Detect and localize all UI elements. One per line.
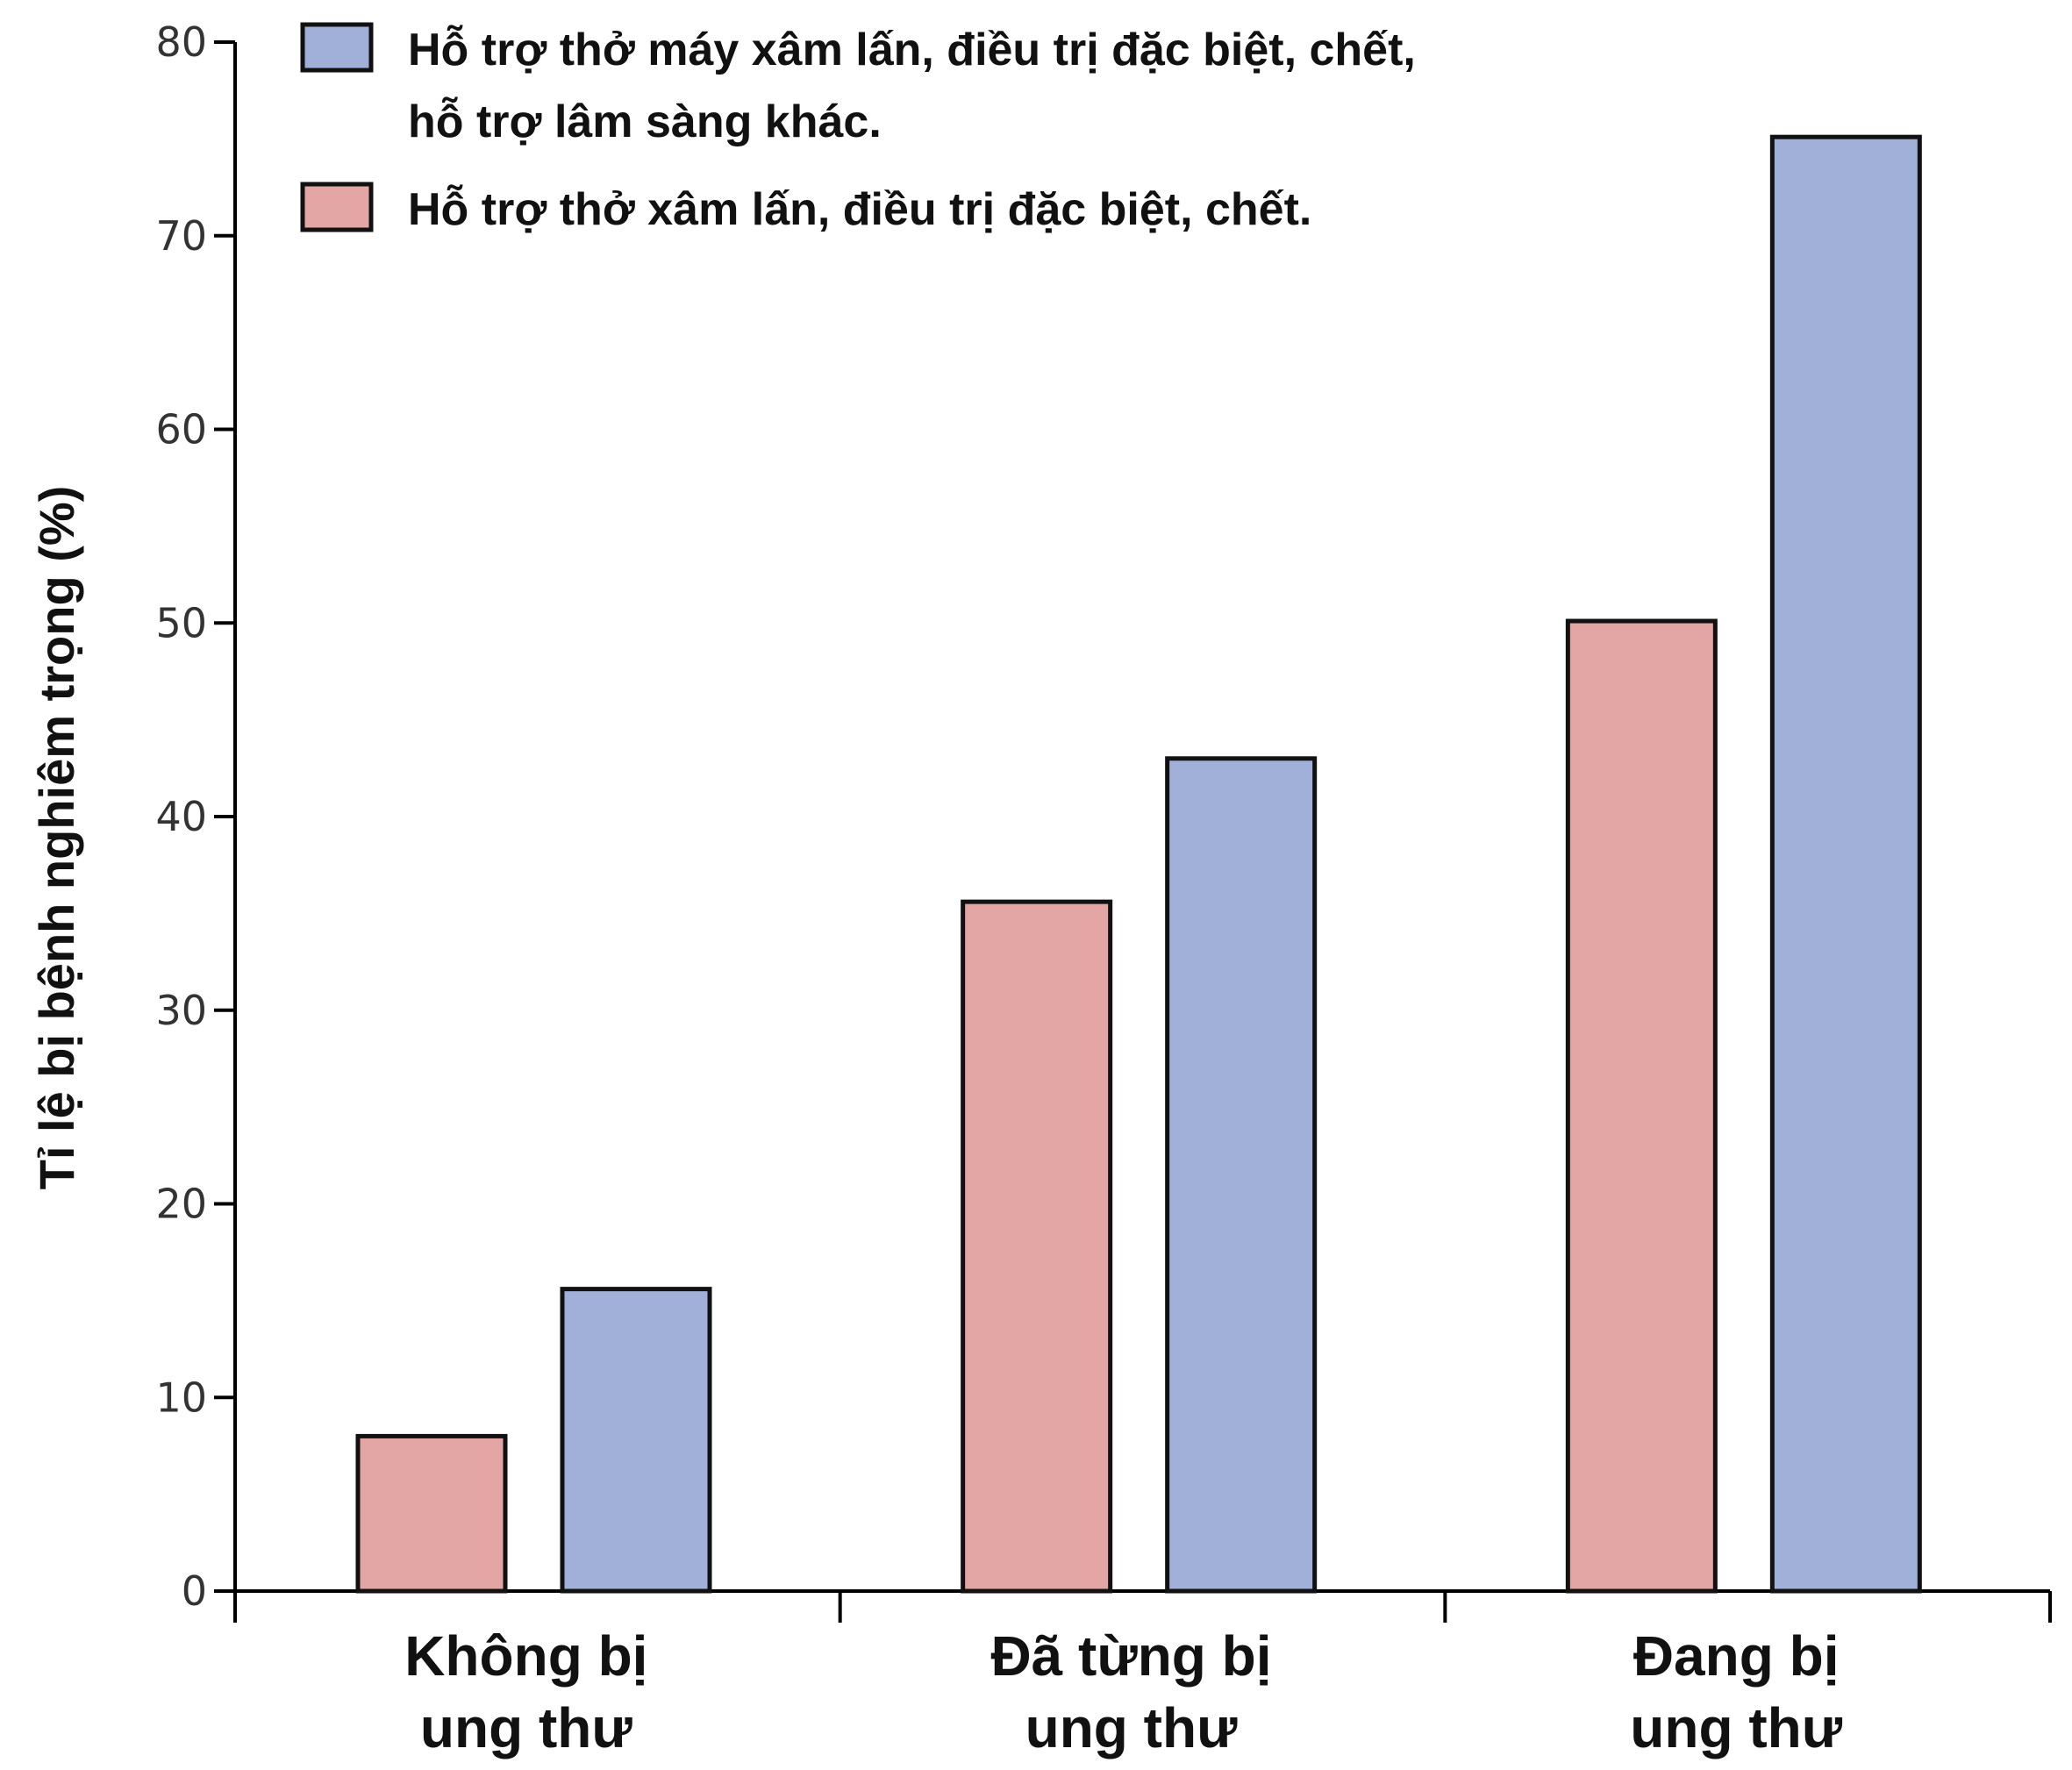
bars	[355, 134, 1922, 1594]
y-tick-label: 80	[155, 18, 207, 66]
x-tick-label: ung thư	[1025, 1696, 1238, 1759]
y-axis: 0 10 20 30 40 50 60 70 80	[155, 18, 237, 1615]
y-tick-label: 30	[155, 987, 207, 1034]
y-tick-label: 20	[155, 1181, 207, 1228]
bar-series-1-category-3	[1565, 618, 1718, 1594]
y-tick-label: 50	[155, 599, 207, 646]
legend-swatch	[300, 22, 374, 73]
bar-series-1-category-2	[961, 899, 1113, 1594]
x-tick-label: Đã từng bị	[990, 1624, 1271, 1688]
y-tick-label: 0	[182, 1567, 207, 1615]
x-tick-label: Đang bị	[1633, 1624, 1840, 1688]
y-tick-label: 10	[155, 1374, 207, 1421]
bar-series-2-category-3	[1769, 134, 1922, 1594]
legend-label: Hỗ trợ thở máy xâm lấn, điều trị đặc biệ…	[408, 25, 1416, 75]
legend-label: Hỗ trợ thở xâm lấn, điều trị đặc biệt, c…	[408, 184, 1311, 235]
y-tick-label: 60	[155, 406, 207, 453]
y-tick-label: 70	[155, 212, 207, 260]
bar-series-1-category-1	[355, 1433, 508, 1594]
legend-swatch	[300, 182, 374, 232]
y-axis-label: Tỉ lệ bị bệnh nghiêm trọng (%)	[29, 486, 84, 1190]
x-axis: Không bị ung thư Đã từng bị ung thư Đang bị u…	[233, 1589, 2052, 1759]
x-tick-label: ung thư	[420, 1696, 632, 1759]
legend: Hỗ trợ thở máy xâm lấn, điều trị đặc biệ…	[300, 22, 1416, 235]
x-tick-label: ung thư	[1630, 1696, 1842, 1759]
y-tick-label: 40	[155, 793, 207, 840]
x-tick-label: Không bị	[404, 1624, 647, 1688]
bar-series-2-category-2	[1165, 756, 1318, 1594]
bar-series-2-category-1	[560, 1287, 712, 1594]
legend-label: hỗ trợ lâm sàng khác.	[408, 96, 882, 147]
